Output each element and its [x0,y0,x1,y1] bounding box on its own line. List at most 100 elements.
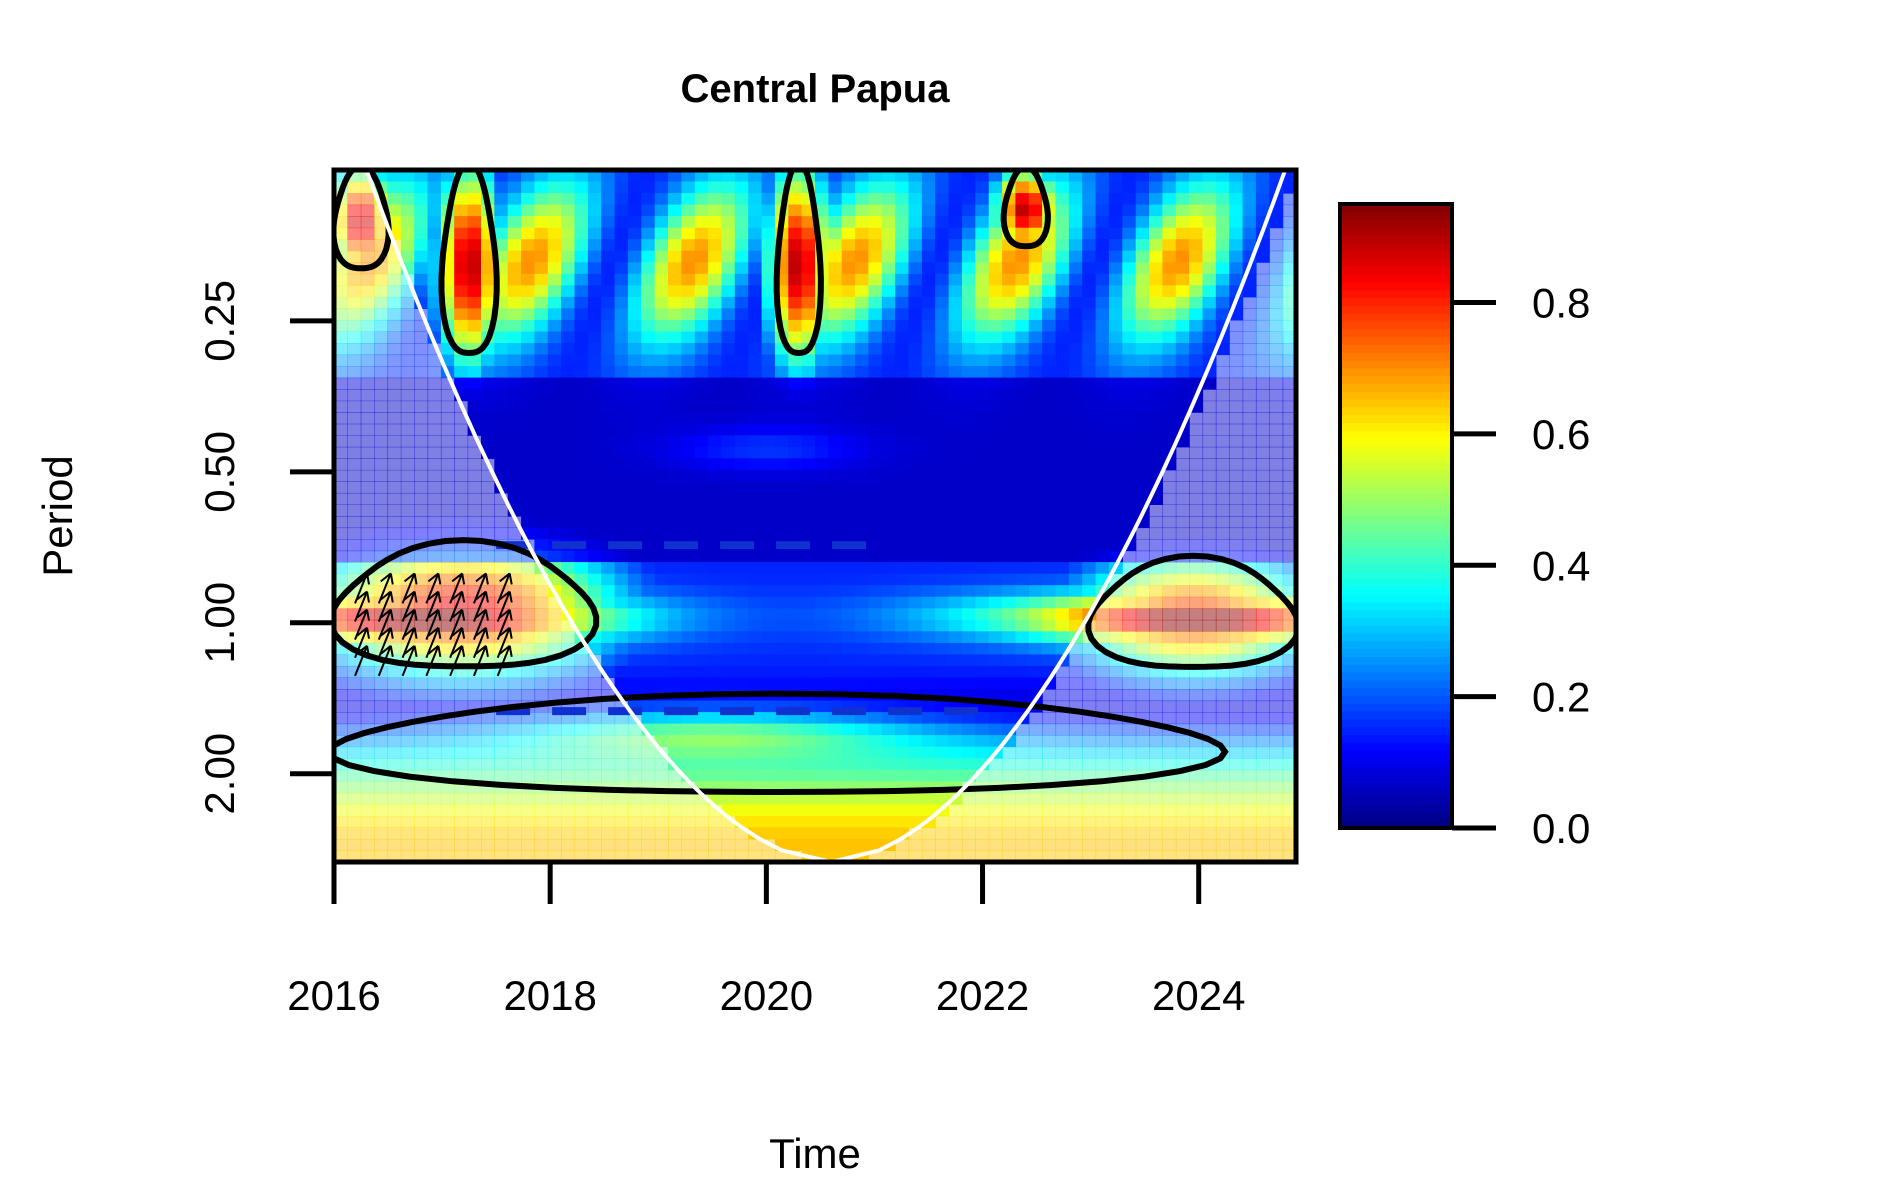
heatmap-cell [1189,642,1204,655]
heatmap-cell [521,665,536,678]
heatmap-cell [574,850,589,862]
heatmap-cell [855,608,870,621]
heatmap-cell [921,804,936,817]
heatmap-cell [347,204,362,217]
heatmap-cell [494,181,509,194]
heatmap-cell [1242,665,1257,678]
heatmap-cell [748,262,763,275]
heatmap-cell [1149,642,1163,655]
heatmap-cell [400,366,415,379]
heatmap-cell [962,850,976,862]
heatmap-cell [467,193,482,206]
heatmap-cell [774,804,789,817]
heatmap-cell [1068,769,1083,782]
heatmap-cell [761,573,776,586]
heatmap-cell [641,665,656,678]
heatmap-cell [1108,677,1123,690]
heatmap-cell [895,412,910,425]
heatmap-cell [561,216,576,229]
heatmap-cell [454,296,469,309]
heatmap-cell [1068,516,1083,529]
heatmap-cell [828,296,843,309]
heatmap-cell [534,469,549,482]
heatmap-cell [1149,296,1163,309]
heatmap-cell [641,815,656,828]
heatmap-cell [668,642,682,655]
heatmap-cell [708,642,723,655]
heatmap-cell [347,377,362,390]
heatmap-cell [1162,631,1177,644]
heatmap-cell [868,181,883,194]
heatmap-cell [1028,712,1043,725]
heatmap-cell [1175,239,1190,252]
heatmap-cell [774,746,789,759]
heatmap-cell [881,423,896,436]
heatmap-cell [1122,804,1137,817]
heatmap-cell [1162,170,1177,183]
heatmap-cell [962,550,976,563]
heatmap-cell [988,712,1003,725]
heatmap-cell [761,273,776,286]
heatmap-cell [1282,815,1296,828]
heatmap-cell [881,273,896,286]
heatmap-cell [414,400,429,413]
heatmap-cell [1202,423,1217,436]
heatmap-cell [387,850,402,862]
heatmap-cell [962,712,976,725]
heatmap-cell [1269,712,1284,725]
heatmap-cell [627,642,642,655]
heatmap-cell [1175,516,1190,529]
heatmap-cell [841,216,856,229]
heatmap-cell [1015,400,1030,413]
heatmap-cell [454,596,469,609]
heatmap-cell [1229,700,1244,713]
colorbar-band [1340,734,1452,743]
heatmap-cell [815,377,829,390]
heatmap-cell [748,608,763,621]
heatmap-cell [1189,193,1204,206]
heatmap-cell [360,665,375,678]
heatmap-cell [521,492,536,505]
heatmap-cell [601,250,616,263]
heatmap-cell [935,746,950,759]
heatmap-cell [1162,227,1177,240]
heatmap-cell [962,423,976,436]
heatmap-cell [1028,527,1043,540]
heatmap-cell [360,296,375,309]
heatmap-cell [1242,492,1257,505]
heatmap-cell [761,815,776,828]
heatmap-cell [1282,504,1296,517]
heatmap-cell [561,354,576,367]
heatmap-cell [1255,619,1270,632]
heatmap-cell [855,170,870,183]
heatmap-cell [1122,216,1137,229]
heatmap-cell [1282,193,1296,206]
heatmap-cell [921,758,936,771]
heatmap-cell [587,435,602,448]
heatmap-cell [614,262,629,275]
heatmap-cell [1002,746,1017,759]
heatmap-cell [614,319,629,332]
heatmap-cell [1255,735,1270,748]
heatmap-cell [1215,712,1230,725]
heatmap-cell [1015,642,1030,655]
heatmap-cell [828,596,843,609]
heatmap-cell [1122,723,1137,736]
heatmap-cell [681,343,696,356]
heatmap-cell [347,273,362,286]
heatmap-cell [1149,389,1163,402]
heatmap-cell [1015,435,1030,448]
heatmap-cell [654,792,669,805]
heatmap-cell [400,527,415,540]
heatmap-cell [1229,769,1244,782]
heatmap-cell [601,469,616,482]
heatmap-cell [587,319,602,332]
heatmap-cell [481,516,495,529]
heatmap-cell [627,665,642,678]
heatmap-cell [788,792,803,805]
heatmap-cell [467,181,482,194]
heatmap-cell [774,550,789,563]
heatmap-cell [788,619,803,632]
heatmap-cell [868,504,883,517]
heatmap-cell [681,758,696,771]
